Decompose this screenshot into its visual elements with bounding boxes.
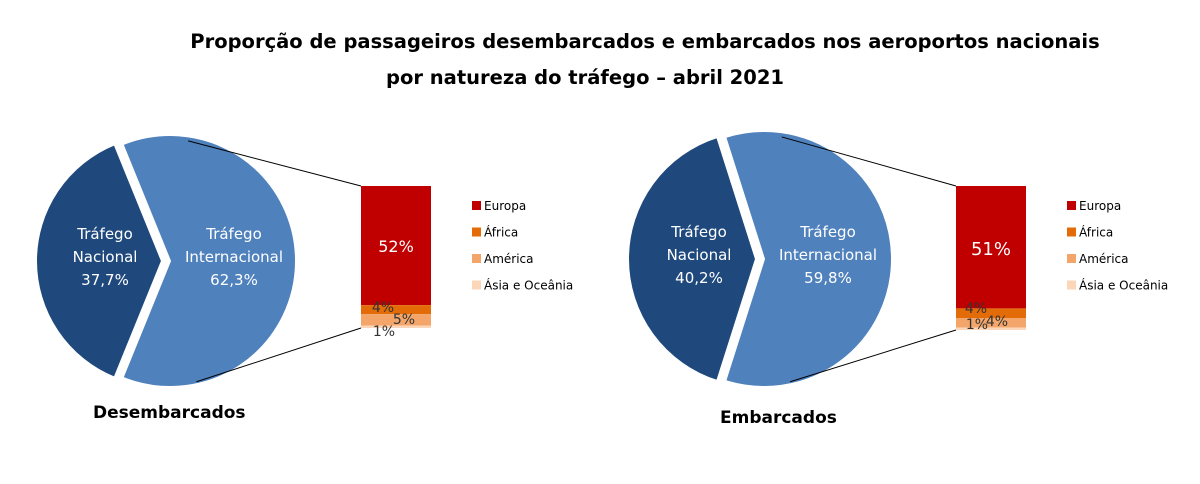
legend-label-africa: África xyxy=(484,225,518,240)
pie-slice-trafego-nacional xyxy=(35,142,164,380)
bar-segment-africa xyxy=(361,305,431,315)
chart-desembarcados: Tráfego Nacional 37,7% Tráfego Internacional… xyxy=(35,134,573,388)
connector-line-bottom xyxy=(790,329,957,383)
legend-label-europa: Europa xyxy=(484,199,526,213)
legend-swatch-europa xyxy=(1067,201,1076,210)
legend-swatch-america xyxy=(472,254,481,263)
bar-label-asia-e-oceania: 1% xyxy=(373,324,395,340)
pie-label-trafego-nacional-line2: Nacional xyxy=(73,248,138,266)
pie-label-trafego-nacional-line1: Tráfego xyxy=(76,225,133,243)
pie-label-trafego-internacional-line2: Internacional xyxy=(185,248,283,266)
bar-segment-africa xyxy=(956,308,1026,318)
legend-swatch-asia-e-oceania xyxy=(472,280,481,290)
pie-slice-trafego-nacional xyxy=(627,135,758,383)
connector-line-top xyxy=(187,140,362,187)
legend-label-america: América xyxy=(1079,252,1129,266)
pie-label-trafego-nacional-line3: 37,7% xyxy=(81,271,129,289)
pie-label-trafego-internacional-line3: 62,3% xyxy=(210,271,258,289)
legend-label-europa: Europa xyxy=(1079,199,1121,213)
chart-embarcados: Tráfego Nacional 40,2% Tráfego Internacional… xyxy=(627,130,1168,388)
pie-label-trafego-internacional-line1: Tráfego xyxy=(799,223,856,241)
legend-label-asia-e-oceania: Ásia e Oceânia xyxy=(484,278,573,293)
legend-label-africa: África xyxy=(1079,225,1113,240)
bar-segment-europa xyxy=(956,186,1026,309)
legend-swatch-europa xyxy=(472,201,481,210)
bar-segment-asia-e-oceania xyxy=(361,325,431,328)
bar-segment-america xyxy=(361,314,431,326)
bar-segment-europa xyxy=(361,186,431,306)
caption-desembarcados: Desembarcados xyxy=(93,403,246,423)
pie-label-trafego-nacional-line1: Tráfego xyxy=(670,223,727,241)
bar-label-america: 4% xyxy=(986,314,1008,330)
bar-label-africa: 4% xyxy=(372,300,394,316)
legend-swatch-africa xyxy=(472,227,481,237)
connector-line-top xyxy=(781,136,957,187)
pie-label-trafego-nacional-line3: 40,2% xyxy=(675,269,723,287)
chart-title-line1: Proporção de passageiros desembarcados e… xyxy=(190,30,1100,53)
bar-label-america: 5% xyxy=(393,312,415,328)
connector-line-bottom xyxy=(196,327,362,383)
bar-label-africa: 4% xyxy=(965,301,987,317)
bar-label-asia-e-oceania: 1% xyxy=(966,317,988,333)
pie-slice-trafego-internacional xyxy=(723,130,893,388)
pie-label-trafego-internacional-line2: Internacional xyxy=(779,246,877,264)
legend-label-america: América xyxy=(484,252,534,266)
legend-label-asia-e-oceania: Ásia e Oceânia xyxy=(1079,278,1168,293)
bar-label-europa: 52% xyxy=(378,237,414,256)
bar-label-europa: 51% xyxy=(971,239,1011,260)
bar-segment-asia-e-oceania xyxy=(956,327,1026,330)
legend-swatch-asia-e-oceania xyxy=(1067,280,1076,290)
caption-embarcados: Embarcados xyxy=(720,408,837,428)
pie-slice-trafego-internacional xyxy=(121,134,297,388)
pie-label-trafego-internacional-line3: 59,8% xyxy=(804,269,852,287)
legend-swatch-africa xyxy=(1067,227,1076,237)
chart-title-line2: por natureza do tráfego – abril 2021 xyxy=(386,66,784,89)
bar-segment-america xyxy=(956,318,1026,328)
legend-swatch-america xyxy=(1067,254,1076,263)
pie-label-trafego-nacional-line2: Nacional xyxy=(667,246,732,264)
pie-label-trafego-internacional-line1: Tráfego xyxy=(205,225,262,243)
